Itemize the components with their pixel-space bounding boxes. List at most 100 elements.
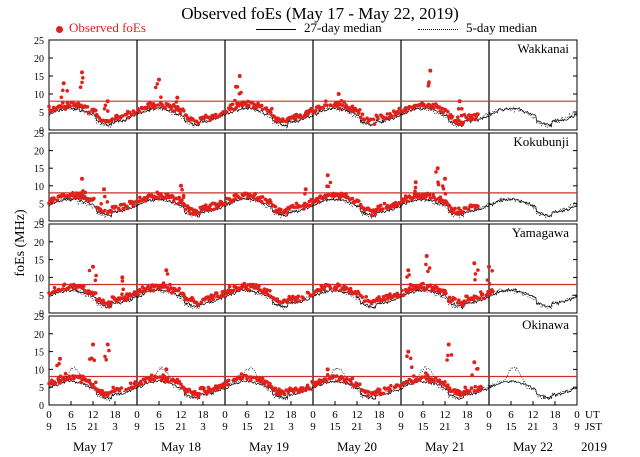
observed-point [279, 392, 283, 396]
observed-point [325, 184, 329, 188]
x-tick-label-ut: 6 [68, 409, 74, 421]
observed-point [457, 118, 461, 123]
observed-point [273, 204, 278, 209]
observed-point [61, 88, 65, 93]
observed-peak-point [105, 99, 110, 104]
observed-point [463, 300, 468, 305]
observed-point [461, 303, 466, 308]
observed-point [345, 286, 349, 291]
x-tick-label-ut: 6 [244, 409, 250, 421]
observed-point [340, 375, 345, 380]
observed-point [94, 273, 98, 278]
observed-peak-point [428, 68, 433, 73]
observed-peak-point [413, 180, 418, 185]
observed-point [87, 378, 92, 383]
observed-point [457, 389, 462, 394]
observed-point [260, 376, 265, 381]
observed-point [324, 379, 329, 383]
station-label-kokubunji: Kokubunji [513, 134, 569, 149]
observed-point [405, 380, 410, 385]
x-tick-label-ut: 18 [550, 409, 562, 421]
legend-5day-label: 5-day median [466, 20, 538, 35]
observed-point [237, 92, 242, 96]
y-tick-label: 10 [34, 273, 44, 284]
observed-point [397, 293, 402, 298]
observed-point [301, 386, 305, 390]
observed-point [202, 386, 206, 390]
observed-point [340, 103, 345, 107]
y-tick-label: 0 [39, 401, 44, 412]
observed-point [345, 377, 349, 381]
observed-point [199, 300, 203, 305]
observed-peak-point [325, 367, 330, 372]
observed-point [177, 379, 181, 384]
observed-peak-point [61, 81, 66, 86]
observed-peak-point [443, 176, 447, 181]
observed-point [434, 197, 438, 202]
x-tick-label-ut: 0 [46, 409, 52, 421]
observed-peak-point [406, 349, 411, 354]
observed-point [163, 380, 167, 384]
observed-point [61, 101, 65, 105]
observed-point [459, 113, 464, 118]
observed-point [259, 199, 264, 204]
observed-point [405, 354, 409, 359]
observed-point [152, 378, 157, 382]
observed-point [248, 378, 253, 383]
observed-point [324, 99, 328, 103]
observed-point [432, 379, 436, 383]
x-tick-label-jst: 3 [552, 421, 558, 433]
observed-point [467, 208, 471, 212]
observed-point [196, 395, 201, 400]
observed-point [127, 115, 131, 120]
legend-observed-marker [56, 25, 63, 33]
observed-point [225, 110, 229, 114]
observed-point [290, 298, 294, 303]
observed-point [487, 282, 492, 286]
observed-peak-point [58, 356, 62, 361]
x-tick-label-ut: 0 [222, 409, 228, 421]
observed-point [285, 211, 290, 215]
observed-point [50, 199, 55, 204]
observed-point [446, 353, 450, 358]
observed-point [427, 266, 432, 270]
observed-point [215, 291, 219, 296]
observed-point [261, 291, 266, 296]
observed-point [266, 293, 270, 297]
observed-point [374, 207, 379, 212]
observed-point [381, 294, 386, 299]
observed-point [220, 290, 225, 294]
observed-point [438, 109, 443, 113]
observed-point [473, 117, 478, 122]
observed-point [92, 358, 96, 363]
observed-point [432, 287, 436, 292]
observed-point [177, 286, 181, 291]
observed-point [401, 110, 405, 114]
y-tick-label: 5 [39, 291, 44, 302]
observed-point [196, 302, 201, 307]
observed-point [179, 382, 183, 387]
x-tick-label-jst: 9 [134, 421, 140, 433]
observed-point [402, 293, 406, 297]
observed-point [350, 104, 355, 109]
observed-point [383, 387, 388, 391]
observed-point [404, 195, 409, 200]
observed-point [490, 269, 495, 273]
observed-point [435, 285, 439, 290]
x-tick-label-jst: 9 [310, 421, 316, 433]
observed-point [385, 112, 390, 116]
observed-point [109, 300, 114, 305]
observed-point [223, 288, 227, 293]
observed-point [413, 185, 418, 190]
observed-point [166, 376, 170, 381]
x-tick-label-ut: 12 [528, 409, 539, 421]
y-tick-label: 15 [34, 256, 44, 267]
observed-point [434, 170, 438, 174]
y-tick-label: 25 [34, 36, 44, 47]
chart-title: Observed foEs (May 17 - May 22, 2019) [181, 4, 459, 23]
x-tick-label-jst: 3 [288, 421, 294, 433]
observed-point [358, 108, 362, 112]
x-tick-label-ut: 12 [88, 409, 99, 421]
observed-point [412, 192, 417, 196]
observed-point [79, 380, 83, 385]
